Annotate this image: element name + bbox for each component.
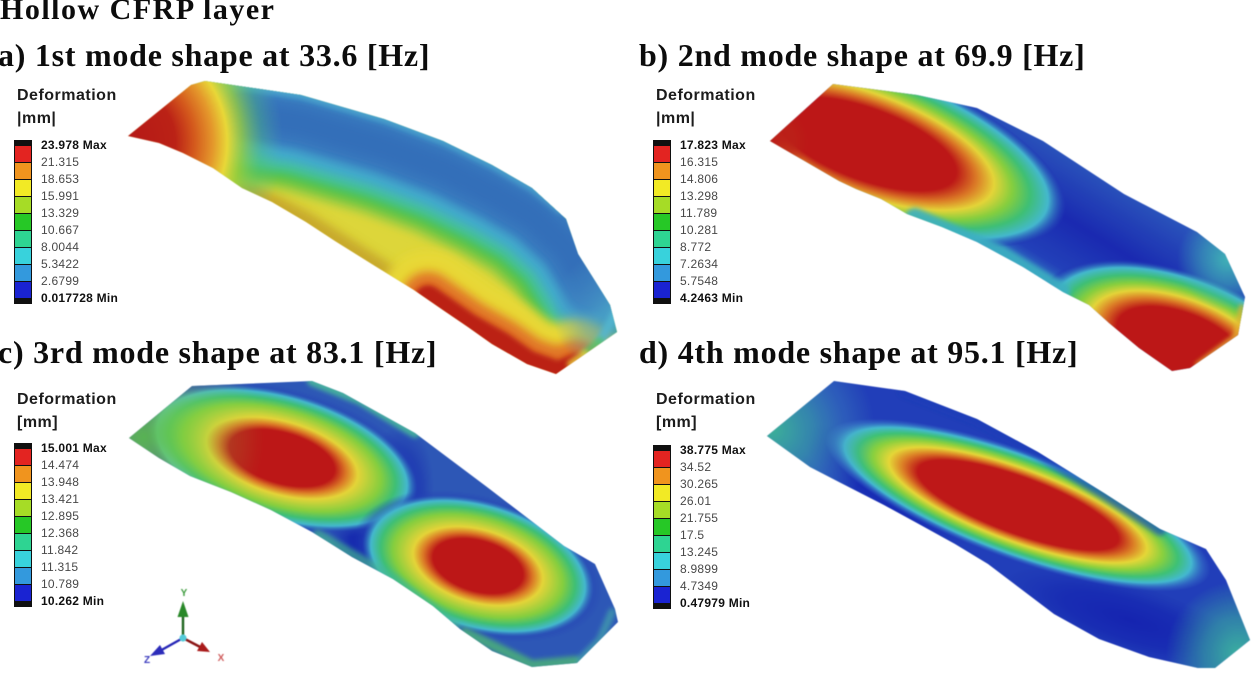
svg-text:Y: Y — [181, 588, 188, 599]
svg-text:Z: Z — [144, 655, 150, 666]
svg-text:X: X — [218, 653, 225, 664]
